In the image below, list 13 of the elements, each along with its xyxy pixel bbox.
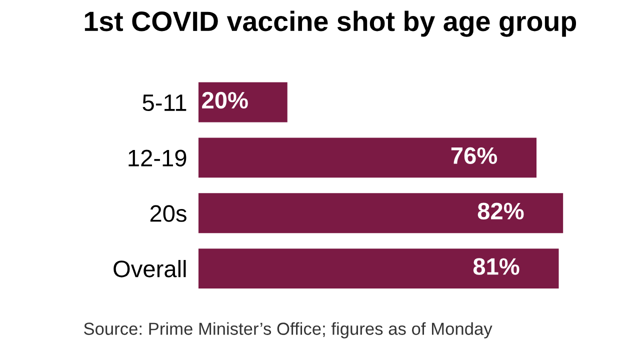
data-label: 76%: [451, 147, 498, 164]
source-note: Source: Prime Minister’s Office; figures as of Monday: [84, 322, 492, 338]
bar: [198, 248, 559, 288]
chart-title: 1st COVID vaccine shot by age group: [84, 10, 576, 37]
y-tick-label: Overall: [114, 260, 186, 278]
y-tick-label: 20s: [150, 205, 186, 222]
bar: [198, 138, 537, 178]
y-tick-label: 12-19: [128, 150, 186, 166]
y-tick-label: 5-11: [142, 94, 186, 112]
bar: [198, 193, 564, 234]
data-label: 82%: [478, 202, 524, 220]
data-label: 81%: [473, 258, 520, 275]
data-label: 20%: [202, 92, 248, 109]
